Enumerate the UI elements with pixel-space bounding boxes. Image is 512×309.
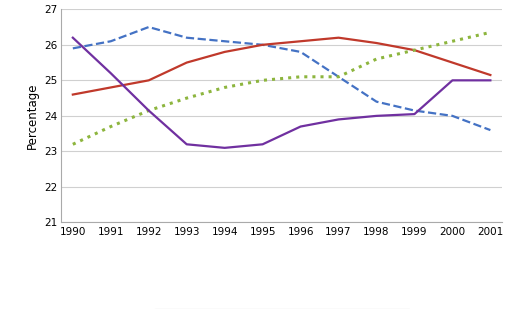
0-4	[260, 43, 266, 47]
10-14	[222, 86, 228, 89]
10-14	[373, 57, 379, 61]
5-9	[222, 50, 228, 54]
5-9	[146, 78, 152, 82]
Line: 10-14: 10-14	[73, 32, 490, 144]
10-14	[184, 96, 190, 100]
15-19	[260, 142, 266, 146]
5-9	[108, 86, 114, 89]
0-4	[373, 100, 379, 104]
0-4	[411, 109, 417, 112]
15-19	[450, 78, 456, 82]
15-19	[70, 36, 76, 40]
15-19	[184, 142, 190, 146]
15-19	[411, 112, 417, 116]
10-14	[450, 40, 456, 43]
5-9	[487, 73, 494, 77]
10-14	[146, 109, 152, 112]
10-14	[335, 75, 342, 79]
0-4	[184, 36, 190, 40]
0-4	[70, 47, 76, 50]
0-4	[146, 25, 152, 29]
10-14	[297, 75, 304, 79]
5-9	[297, 40, 304, 43]
Line: 5-9: 5-9	[73, 38, 490, 95]
0-4	[108, 40, 114, 43]
15-19	[373, 114, 379, 118]
Line: 15-19: 15-19	[73, 38, 490, 148]
10-14	[260, 78, 266, 82]
5-9	[411, 48, 417, 52]
5-9	[70, 93, 76, 96]
15-19	[146, 109, 152, 112]
15-19	[297, 125, 304, 129]
Line: 0-4: 0-4	[73, 27, 490, 130]
5-9	[260, 43, 266, 47]
10-14	[70, 142, 76, 146]
15-19	[335, 118, 342, 121]
10-14	[487, 31, 494, 34]
5-9	[373, 41, 379, 45]
10-14	[108, 125, 114, 129]
0-4	[450, 114, 456, 118]
0-4	[335, 75, 342, 79]
5-9	[450, 61, 456, 65]
10-14	[411, 48, 417, 52]
15-19	[222, 146, 228, 150]
Y-axis label: Percentage: Percentage	[26, 83, 38, 149]
15-19	[487, 78, 494, 82]
0-4	[297, 50, 304, 54]
0-4	[222, 40, 228, 43]
0-4	[487, 128, 494, 132]
15-19	[108, 71, 114, 75]
5-9	[184, 61, 190, 65]
5-9	[335, 36, 342, 40]
